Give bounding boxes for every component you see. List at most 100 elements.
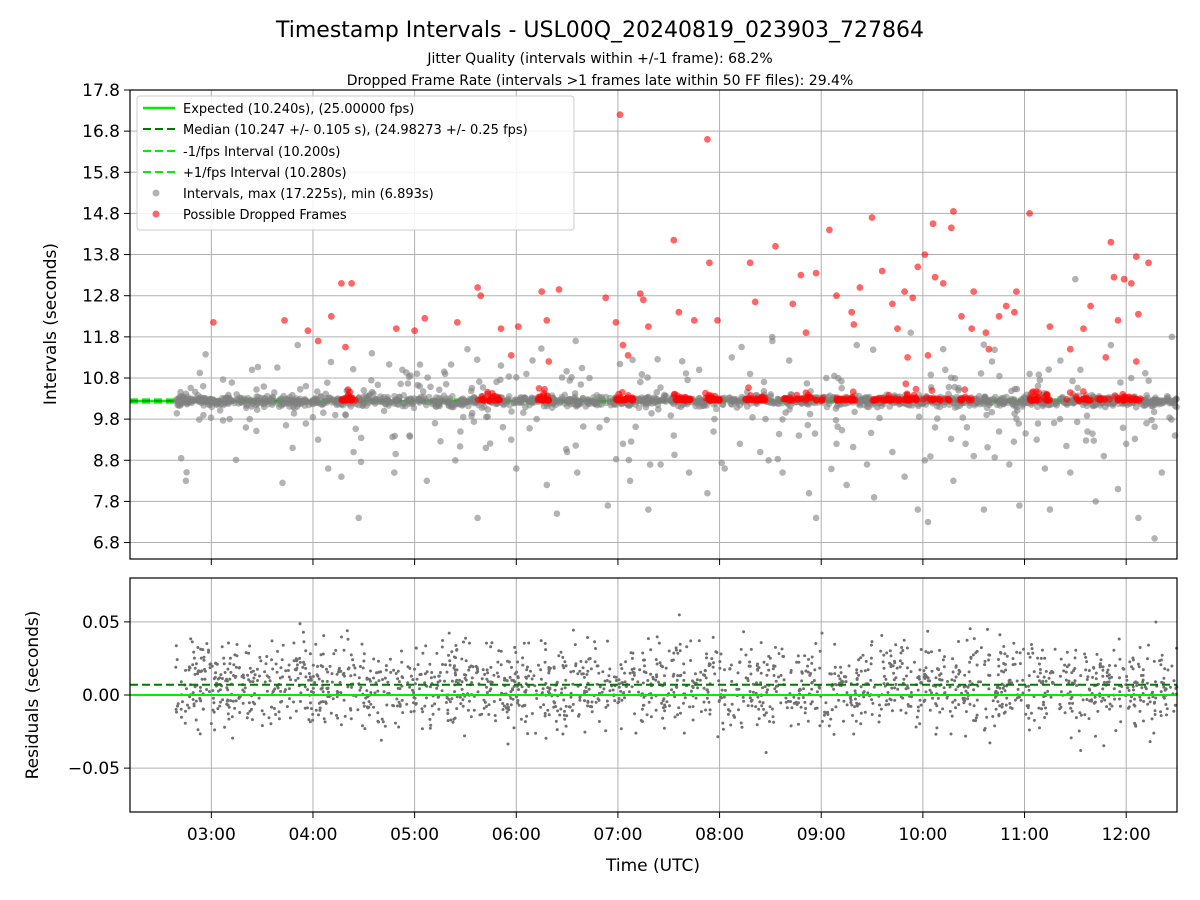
- residual-point: [792, 695, 796, 699]
- dropped-frame-point: [833, 395, 841, 403]
- residual-point: [338, 666, 341, 670]
- interval-point: [760, 378, 768, 386]
- residual-point: [672, 651, 676, 655]
- interval-point: [1034, 420, 1042, 427]
- residual-point: [859, 685, 863, 689]
- residual-point: [1110, 675, 1114, 679]
- residual-point: [369, 702, 373, 706]
- residual-point: [1159, 663, 1163, 667]
- residual-point: [662, 726, 666, 730]
- residual-point: [1125, 675, 1129, 678]
- dropped-frame-point: [714, 317, 721, 324]
- residual-point: [859, 711, 863, 715]
- residual-point: [376, 689, 380, 693]
- interval-point: [182, 390, 190, 398]
- residual-point: [849, 701, 853, 704]
- residual-point: [506, 742, 510, 746]
- residual-point: [485, 691, 489, 695]
- residual-point: [779, 701, 783, 705]
- residual-point: [246, 712, 250, 715]
- residual-point: [447, 653, 450, 657]
- residual-point: [521, 704, 524, 708]
- residual-point: [928, 688, 932, 692]
- residual-point: [322, 634, 326, 638]
- dropped-frame-point: [1135, 310, 1142, 318]
- residual-point: [443, 679, 446, 683]
- residual-point: [797, 701, 800, 705]
- residual-point: [413, 682, 417, 686]
- residual-point: [1003, 652, 1007, 656]
- residual-point: [186, 703, 189, 707]
- interval-point: [191, 388, 199, 396]
- residual-point: [400, 649, 403, 653]
- residual-point: [1102, 680, 1106, 684]
- residual-point: [619, 689, 623, 693]
- residual-point: [941, 658, 945, 662]
- dropped-frame-point: [870, 397, 878, 404]
- residual-point: [1113, 697, 1117, 701]
- residual-point: [482, 706, 486, 710]
- interval-point: [284, 396, 292, 404]
- residual-point: [1070, 671, 1074, 675]
- residual-point: [218, 704, 222, 708]
- residual-point: [837, 698, 841, 702]
- residual-point: [810, 687, 814, 691]
- residual-point: [263, 670, 267, 674]
- interval-point: [795, 432, 803, 439]
- residual-point: [852, 732, 856, 736]
- residual-point: [526, 665, 529, 669]
- interval-point: [342, 411, 350, 419]
- residual-point: [1130, 665, 1134, 669]
- interval-point: [1122, 440, 1130, 448]
- residual-point: [936, 696, 940, 700]
- residual-point: [412, 701, 415, 705]
- residual-point: [327, 690, 330, 694]
- interval-point: [308, 397, 316, 405]
- residual-point: [835, 683, 838, 687]
- interval-point: [951, 375, 959, 382]
- residual-point: [1069, 736, 1073, 740]
- residual-point: [938, 648, 941, 652]
- residual-point: [1016, 687, 1020, 691]
- residual-point: [279, 666, 283, 670]
- interval-point: [1166, 414, 1173, 421]
- dropped-frame-point: [833, 292, 840, 300]
- interval-point: [1073, 418, 1081, 426]
- residual-point: [800, 679, 804, 683]
- residual-point: [671, 674, 675, 678]
- residual-point: [972, 688, 976, 692]
- residual-point: [1166, 668, 1170, 672]
- dropped-frame-point: [1120, 275, 1128, 283]
- residual-point: [767, 668, 771, 672]
- residual-point: [920, 681, 923, 685]
- dropped-frame-point: [868, 214, 876, 221]
- residual-point: [316, 664, 319, 668]
- residual-point: [485, 668, 489, 672]
- interval-point: [424, 374, 431, 381]
- residual-point: [828, 672, 832, 676]
- residual-point: [226, 712, 230, 716]
- interval-point: [1173, 395, 1180, 403]
- residual-point: [1030, 643, 1033, 646]
- residual-point: [1100, 699, 1103, 703]
- residual-point: [983, 659, 987, 663]
- residual-point: [710, 657, 714, 661]
- residual-point: [1037, 679, 1041, 683]
- residual-point: [1128, 660, 1132, 664]
- residual-point: [533, 684, 537, 688]
- residual-point: [954, 664, 958, 668]
- interval-point: [400, 392, 408, 399]
- residual-point: [222, 662, 226, 666]
- residual-point: [542, 703, 546, 707]
- residual-point: [194, 718, 198, 722]
- residual-point: [717, 679, 721, 683]
- residual-point: [894, 676, 898, 680]
- residual-point: [1024, 712, 1028, 716]
- residual-point: [267, 716, 271, 720]
- residual-point: [1165, 713, 1168, 717]
- residual-point: [832, 687, 836, 691]
- residual-point: [1135, 684, 1139, 687]
- residual-point: [1096, 709, 1100, 713]
- dropped-frame-point: [849, 388, 857, 396]
- residual-point: [428, 662, 432, 666]
